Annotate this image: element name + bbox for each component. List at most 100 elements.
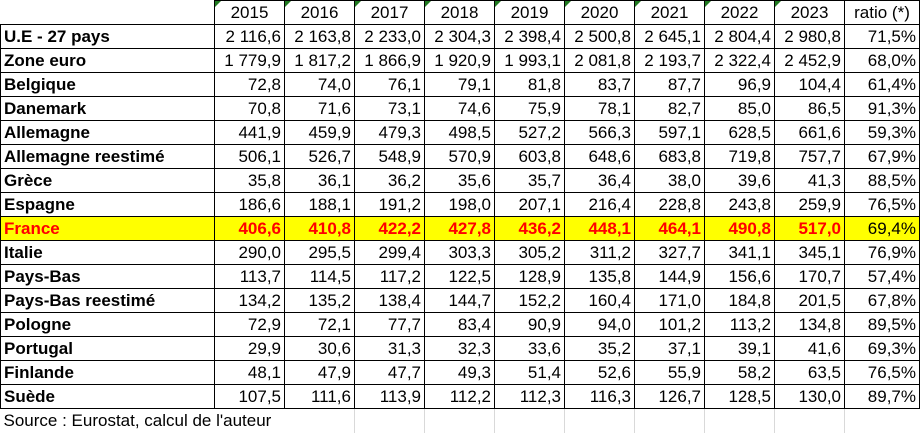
value-cell[interactable]: 144,9 <box>634 264 705 289</box>
value-cell[interactable]: 113,2 <box>704 312 775 337</box>
value-cell[interactable]: 156,6 <box>704 264 775 289</box>
value-cell[interactable]: 77,7 <box>354 312 425 337</box>
header-cell[interactable]: 2022 <box>704 0 775 25</box>
value-cell[interactable]: 128,5 <box>704 384 775 409</box>
ratio-cell[interactable]: 61,4% <box>844 72 920 97</box>
value-cell[interactable]: 597,1 <box>634 120 705 145</box>
value-cell[interactable]: 341,1 <box>704 240 775 265</box>
value-cell[interactable]: 2 398,4 <box>494 24 565 49</box>
value-cell[interactable]: 2 304,3 <box>424 24 495 49</box>
value-cell[interactable]: 1 866,9 <box>354 48 425 73</box>
value-cell[interactable]: 526,7 <box>284 144 355 169</box>
value-cell[interactable]: 112,3 <box>494 384 565 409</box>
ratio-cell[interactable]: 88,5% <box>844 168 920 193</box>
ratio-cell[interactable]: 67,8% <box>844 288 920 313</box>
header-cell[interactable]: 2019 <box>494 0 565 25</box>
row-label[interactable]: Pays-Bas reestimé <box>0 288 215 313</box>
empty-cell[interactable] <box>354 408 425 433</box>
value-cell[interactable]: 51,4 <box>494 360 565 385</box>
header-cell[interactable]: 2021 <box>634 0 705 25</box>
value-cell[interactable]: 58,2 <box>704 360 775 385</box>
value-cell[interactable]: 683,8 <box>634 144 705 169</box>
row-label[interactable]: Danemark <box>0 96 215 121</box>
header-cell[interactable]: 2023 <box>774 0 845 25</box>
value-cell[interactable]: 661,6 <box>774 120 845 145</box>
value-cell[interactable]: 86,5 <box>774 96 845 121</box>
row-label[interactable]: Allemagne <box>0 120 215 145</box>
row-label[interactable]: Finlande <box>0 360 215 385</box>
value-cell[interactable]: 2 116,6 <box>214 24 285 49</box>
value-cell[interactable]: 48,1 <box>214 360 285 385</box>
row-label[interactable]: Suède <box>0 384 215 409</box>
value-cell[interactable]: 570,9 <box>424 144 495 169</box>
value-cell[interactable]: 82,7 <box>634 96 705 121</box>
value-cell[interactable]: 55,9 <box>634 360 705 385</box>
value-cell[interactable]: 74,6 <box>424 96 495 121</box>
value-cell[interactable]: 548,9 <box>354 144 425 169</box>
value-cell[interactable]: 427,8 <box>424 216 495 241</box>
ratio-cell[interactable]: 76,5% <box>844 192 920 217</box>
row-label[interactable]: Zone euro <box>0 48 215 73</box>
value-cell[interactable]: 112,2 <box>424 384 495 409</box>
row-label[interactable]: Grèce <box>0 168 215 193</box>
value-cell[interactable]: 72,1 <box>284 312 355 337</box>
value-cell[interactable]: 448,1 <box>564 216 635 241</box>
value-cell[interactable]: 72,9 <box>214 312 285 337</box>
value-cell[interactable]: 35,6 <box>424 168 495 193</box>
value-cell[interactable]: 38,0 <box>634 168 705 193</box>
row-label[interactable]: Pays-Bas <box>0 264 215 289</box>
value-cell[interactable]: 303,3 <box>424 240 495 265</box>
row-label[interactable]: Italie <box>0 240 215 265</box>
value-cell[interactable]: 96,9 <box>704 72 775 97</box>
value-cell[interactable]: 2 645,1 <box>634 24 705 49</box>
value-cell[interactable]: 207,1 <box>494 192 565 217</box>
value-cell[interactable]: 299,4 <box>354 240 425 265</box>
value-cell[interactable]: 41,3 <box>774 168 845 193</box>
ratio-cell[interactable]: 67,9% <box>844 144 920 169</box>
value-cell[interactable]: 144,7 <box>424 288 495 313</box>
value-cell[interactable]: 2 081,8 <box>564 48 635 73</box>
ratio-cell[interactable]: 76,9% <box>844 240 920 265</box>
value-cell[interactable]: 459,9 <box>284 120 355 145</box>
value-cell[interactable]: 74,0 <box>284 72 355 97</box>
value-cell[interactable]: 107,5 <box>214 384 285 409</box>
value-cell[interactable]: 479,3 <box>354 120 425 145</box>
row-label[interactable]: U.E - 27 pays <box>0 24 215 49</box>
empty-cell[interactable] <box>774 408 845 433</box>
value-cell[interactable]: 1 920,9 <box>424 48 495 73</box>
value-cell[interactable]: 719,8 <box>704 144 775 169</box>
value-cell[interactable]: 198,0 <box>424 192 495 217</box>
value-cell[interactable]: 2 322,4 <box>704 48 775 73</box>
value-cell[interactable]: 290,0 <box>214 240 285 265</box>
row-label[interactable]: Pologne <box>0 312 215 337</box>
corner-cell[interactable] <box>0 0 215 25</box>
value-cell[interactable]: 1 817,2 <box>284 48 355 73</box>
ratio-cell[interactable]: 89,7% <box>844 384 920 409</box>
value-cell[interactable]: 90,9 <box>494 312 565 337</box>
value-cell[interactable]: 70,8 <box>214 96 285 121</box>
value-cell[interactable]: 2 233,0 <box>354 24 425 49</box>
ratio-header-cell[interactable]: ratio (*) <box>844 0 920 25</box>
empty-cell[interactable] <box>634 408 705 433</box>
empty-cell[interactable] <box>704 408 775 433</box>
source-note[interactable]: Source : Eurostat, calcul de l'auteur <box>0 408 355 433</box>
header-cell[interactable]: 2015 <box>214 0 285 25</box>
value-cell[interactable]: 130,0 <box>774 384 845 409</box>
value-cell[interactable]: 152,2 <box>494 288 565 313</box>
value-cell[interactable]: 170,7 <box>774 264 845 289</box>
value-cell[interactable]: 135,2 <box>284 288 355 313</box>
row-label[interactable]: Allemagne reestimé <box>0 144 215 169</box>
value-cell[interactable]: 603,8 <box>494 144 565 169</box>
value-cell[interactable]: 2 163,8 <box>284 24 355 49</box>
value-cell[interactable]: 47,7 <box>354 360 425 385</box>
value-cell[interactable]: 78,1 <box>564 96 635 121</box>
value-cell[interactable]: 160,4 <box>564 288 635 313</box>
value-cell[interactable]: 104,4 <box>774 72 845 97</box>
value-cell[interactable]: 39,6 <box>704 168 775 193</box>
value-cell[interactable]: 436,2 <box>494 216 565 241</box>
value-cell[interactable]: 422,2 <box>354 216 425 241</box>
value-cell[interactable]: 506,1 <box>214 144 285 169</box>
row-label[interactable]: France <box>0 216 215 241</box>
value-cell[interactable]: 527,2 <box>494 120 565 145</box>
value-cell[interactable]: 566,3 <box>564 120 635 145</box>
